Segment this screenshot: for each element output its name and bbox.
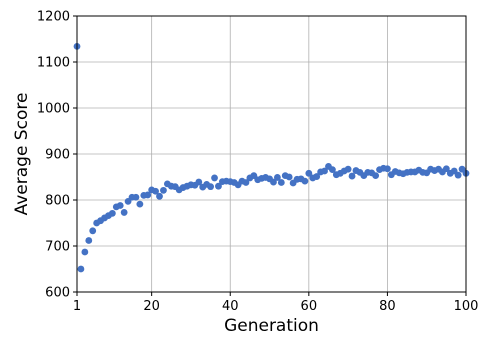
data-point xyxy=(85,237,93,244)
x-axis-title: Generation xyxy=(224,316,319,336)
data-point xyxy=(160,186,167,194)
data-point xyxy=(329,166,336,174)
x-tick-label: 80 xyxy=(379,299,396,314)
data-point xyxy=(120,209,128,216)
x-tick-label: 1 xyxy=(73,299,81,314)
data-point xyxy=(384,165,391,173)
data-points xyxy=(73,42,470,273)
data-point xyxy=(301,177,309,185)
y-tick-label: 600 xyxy=(45,286,70,301)
data-point xyxy=(207,183,214,191)
y-axis-title: Average Score xyxy=(12,93,32,216)
data-point xyxy=(305,169,313,177)
y-tick-label: 1100 xyxy=(37,56,70,71)
data-point xyxy=(242,179,250,186)
x-tick-label: 20 xyxy=(143,299,160,314)
x-axis-ticks: 1 20 40 60 80 100 xyxy=(73,292,479,314)
data-point xyxy=(156,192,163,200)
y-tick-label: 900 xyxy=(45,148,70,163)
data-point xyxy=(77,265,85,273)
data-point xyxy=(442,165,450,173)
y-tick-label: 700 xyxy=(45,240,70,255)
data-point xyxy=(136,200,144,208)
data-point xyxy=(152,187,159,195)
data-point xyxy=(285,173,293,181)
data-point xyxy=(372,172,380,180)
data-point xyxy=(211,174,218,182)
data-point xyxy=(321,167,328,175)
grid-lines xyxy=(76,15,467,293)
y-tick-label: 1000 xyxy=(37,102,70,117)
y-tick-label: 800 xyxy=(45,194,70,209)
x-tick-label: 60 xyxy=(301,299,318,314)
data-point xyxy=(89,227,97,235)
data-point xyxy=(344,165,352,173)
data-point xyxy=(116,202,124,209)
data-point xyxy=(81,248,89,256)
data-point xyxy=(132,193,140,201)
data-point xyxy=(348,172,356,180)
data-point xyxy=(270,178,277,186)
data-point xyxy=(273,174,281,181)
y-axis-ticks: 600 700 800 900 1000 1100 1200 xyxy=(37,10,77,301)
data-point xyxy=(277,179,285,186)
data-point xyxy=(108,209,116,217)
data-point xyxy=(215,182,222,190)
data-point xyxy=(454,171,462,179)
data-point xyxy=(313,173,321,180)
data-point xyxy=(144,191,152,199)
x-tick-label: 100 xyxy=(454,299,479,314)
y-tick-label: 1200 xyxy=(37,10,70,25)
x-tick-label: 40 xyxy=(222,299,239,314)
data-point xyxy=(195,178,203,186)
